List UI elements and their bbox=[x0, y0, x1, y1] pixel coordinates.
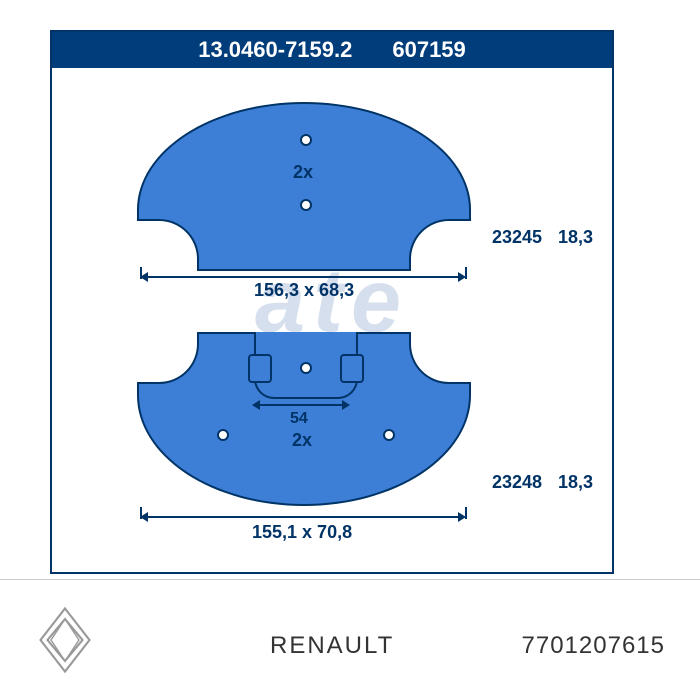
part-number: 7701207615 bbox=[522, 632, 665, 660]
pad2-side-code: 23248 bbox=[492, 472, 542, 493]
pad1-thickness: 18,3 bbox=[558, 227, 593, 248]
renault-logo-icon bbox=[30, 605, 100, 675]
pad1-side-code: 23245 bbox=[492, 227, 542, 248]
pad2-thickness: 18,3 bbox=[558, 472, 593, 493]
pad1-notch-right bbox=[409, 219, 471, 271]
pad1-hole-bottom bbox=[300, 199, 312, 211]
pad1-notch-left bbox=[137, 219, 199, 271]
footer: RENAULT 7701207615 bbox=[0, 579, 700, 700]
pad2-center-mount bbox=[254, 332, 358, 399]
pad2-mount-ear-left bbox=[248, 354, 272, 383]
pad2-hole-left bbox=[217, 429, 229, 441]
pad2-hole-right bbox=[383, 429, 395, 441]
pad2-dimensions: 155,1 x 70,8 bbox=[252, 522, 352, 543]
pad2-dim-line bbox=[146, 516, 460, 518]
pad2-qty: 2x bbox=[292, 430, 312, 451]
brand-name: RENAULT bbox=[270, 632, 394, 660]
pad2-mount-dim-line bbox=[258, 404, 344, 406]
part-ref-1: 13.0460-7159.2 bbox=[198, 37, 352, 63]
pad1-hole-top bbox=[300, 134, 312, 146]
pad2-mount-hole bbox=[300, 362, 312, 374]
pad1-dimensions: 156,3 x 68,3 bbox=[254, 280, 354, 301]
pad2-mount-ear-right bbox=[340, 354, 364, 383]
pad1-dim-line bbox=[146, 276, 460, 278]
part-ref-2: 607159 bbox=[392, 37, 465, 63]
diagram-container: 13.0460-7159.2 607159 ate 2x 156,3 x 68,… bbox=[50, 30, 614, 574]
pad2-mount-width: 54 bbox=[290, 410, 308, 428]
brake-pad-top: 2x bbox=[137, 102, 471, 271]
pad2-notch-right bbox=[409, 332, 471, 384]
pad2-notch-left bbox=[137, 332, 199, 384]
header-bar: 13.0460-7159.2 607159 bbox=[52, 32, 612, 68]
pad1-qty: 2x bbox=[293, 162, 313, 183]
